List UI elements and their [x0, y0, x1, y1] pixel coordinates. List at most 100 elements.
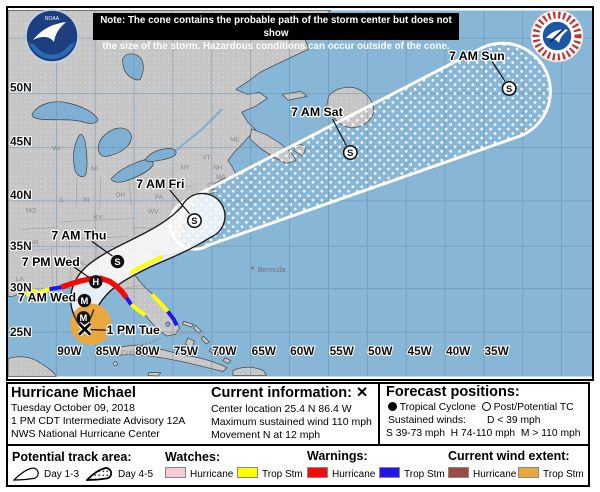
lake-erie	[111, 159, 154, 183]
lake-huron	[98, 127, 132, 157]
time-label-wed-am: 7 AM Wed	[18, 291, 76, 305]
lat-label: 35N	[10, 239, 32, 253]
map-frame: WI MI IL IN OH MO AR KY TN WV VA NY PA N…	[6, 6, 594, 381]
marker-letter: M	[81, 296, 89, 306]
label-leader-lines	[69, 61, 506, 331]
storm-agency: NWS National Hurricane Center	[11, 428, 160, 440]
lake-superior	[31, 101, 99, 124]
warning-hurricane-label: Hurricane	[332, 469, 376, 480]
current-position-x	[77, 321, 93, 337]
state-label: LA	[16, 276, 25, 283]
sustained-winds-label: Sustained winds:	[388, 415, 466, 426]
post-potential-symbol	[481, 402, 491, 411]
state-label: PA	[155, 194, 164, 201]
warning-hurricane-swatch	[307, 467, 328, 478]
lon-label: 75W	[174, 344, 199, 358]
lon-label: 35W	[484, 344, 509, 358]
wind-tropstm-label: Trop Stm	[543, 469, 584, 480]
ts-warning-east	[124, 296, 133, 306]
lakes	[31, 53, 177, 327]
ts-warning-fleast	[166, 310, 179, 327]
lon-label: 55W	[330, 344, 355, 358]
track-area-title: Potential track area:	[12, 450, 132, 464]
state-label: OH	[116, 192, 126, 199]
hispaniola	[232, 366, 267, 376]
marker-letter: S	[347, 148, 353, 158]
lon-label: 60W	[290, 344, 315, 358]
time-label-tue: 1 PM Tue	[107, 323, 160, 337]
watch-tropstm-swatch	[237, 467, 258, 478]
marker-letter: S	[114, 257, 120, 267]
current-info-title-text: Current information:	[211, 385, 352, 401]
current-position-symbol: ✕	[356, 385, 369, 401]
day4-5-label: Day 4-5	[118, 469, 154, 480]
current-location: Center location 25.4 N 86.4 W	[211, 403, 352, 415]
time-labels: 1 PM Tue 7 AM Wed 7 PM Wed 7 AM Thu 7 AM…	[17, 48, 506, 339]
lat-labels: 50N 45N 40N 35N 30N 25N	[9, 79, 33, 340]
current-wind: Maximum sustained wind 110 mph	[211, 416, 372, 428]
lake-michigan	[73, 134, 88, 178]
marker-7pm-tue: M	[76, 311, 91, 325]
state-label: ME	[230, 137, 240, 144]
wind-hurricane-label: Hurricane	[473, 469, 517, 480]
time-label-sun: 7 AM Sun	[449, 49, 505, 63]
wind-class-d: D < 39 mph	[487, 415, 541, 426]
state-label: NH	[213, 164, 223, 171]
marker-letter: M	[80, 313, 88, 323]
wind-tropstm-swatch	[518, 467, 539, 478]
marker-letter: S	[506, 84, 512, 94]
info-divider-vertical	[378, 384, 380, 444]
marker-7am-thu: S	[110, 254, 125, 269]
time-label-sat: 7 AM Sat	[291, 105, 343, 119]
warning-tropstm-swatch	[379, 467, 400, 478]
state-label: WV	[148, 209, 159, 216]
florida-keys	[134, 338, 159, 346]
bahamas-island	[200, 335, 210, 345]
lon-labels: 90W 85W 80W 75W 70W 65W 60W 55W 50W 45W …	[56, 343, 510, 359]
post-potential-label: Post/Potential TC	[493, 402, 574, 413]
bahamas-island	[222, 357, 232, 365]
lon-label: 40W	[446, 344, 471, 358]
lon-label: 65W	[252, 344, 277, 358]
cuba-label: Cuba	[121, 350, 138, 357]
lon-label: 50W	[368, 344, 393, 358]
state-label: MS	[56, 260, 66, 267]
lat-label: 30N	[10, 281, 32, 295]
ts-watch-gasc	[129, 254, 163, 275]
lake-ontario	[145, 148, 177, 162]
lon-label: 80W	[135, 344, 160, 358]
state-label: IN	[83, 197, 90, 204]
state-label: MO	[26, 208, 36, 215]
ts-watch-fleast	[150, 293, 170, 313]
cone-note: Note: The cone contains the probable pat…	[93, 13, 459, 52]
current-info-title: Current information: ✕	[211, 385, 368, 401]
lake-okeechobee	[165, 321, 171, 327]
marker-7am-sat: S	[342, 145, 358, 161]
watch-tropstm-label: Trop Stm	[262, 469, 303, 480]
storm-advisory: 1 PM CDT Intermediate Advisory 12A	[11, 415, 186, 427]
state-label: TN	[84, 229, 93, 236]
tropical-cyclone-symbol	[388, 402, 397, 411]
track-map: WI MI IL IN OH MO AR KY TN WV VA NY PA N…	[8, 10, 592, 377]
state-label: KY	[94, 215, 103, 222]
watches-title: Watches:	[165, 450, 221, 464]
yucatan	[8, 356, 57, 377]
bahamas-label: Bahamas	[176, 330, 206, 337]
state-label: VT	[202, 154, 210, 161]
wind-hurricane-swatch	[448, 467, 469, 478]
bahamas-island	[193, 324, 202, 334]
cone-note-line1: Note: The cone contains the probable pat…	[100, 15, 452, 39]
lat-label: 45N	[10, 135, 32, 149]
warning-tropstm-label: Trop Stm	[404, 469, 445, 480]
lat-label: 40N	[10, 188, 32, 202]
watch-hurricane-swatch	[165, 467, 186, 478]
lat-label: 25N	[10, 325, 32, 339]
place-labels: Bermuda Bahamas Cuba	[121, 266, 286, 357]
ts-warning-west	[49, 285, 62, 292]
forecast-markers: M M H S S S S	[76, 80, 517, 325]
ts-watch-west	[24, 287, 50, 298]
wind-extent-title: Current wind extent:	[448, 449, 570, 463]
noaa-logo: NOAA	[25, 9, 79, 63]
state-label: AL	[78, 260, 86, 267]
